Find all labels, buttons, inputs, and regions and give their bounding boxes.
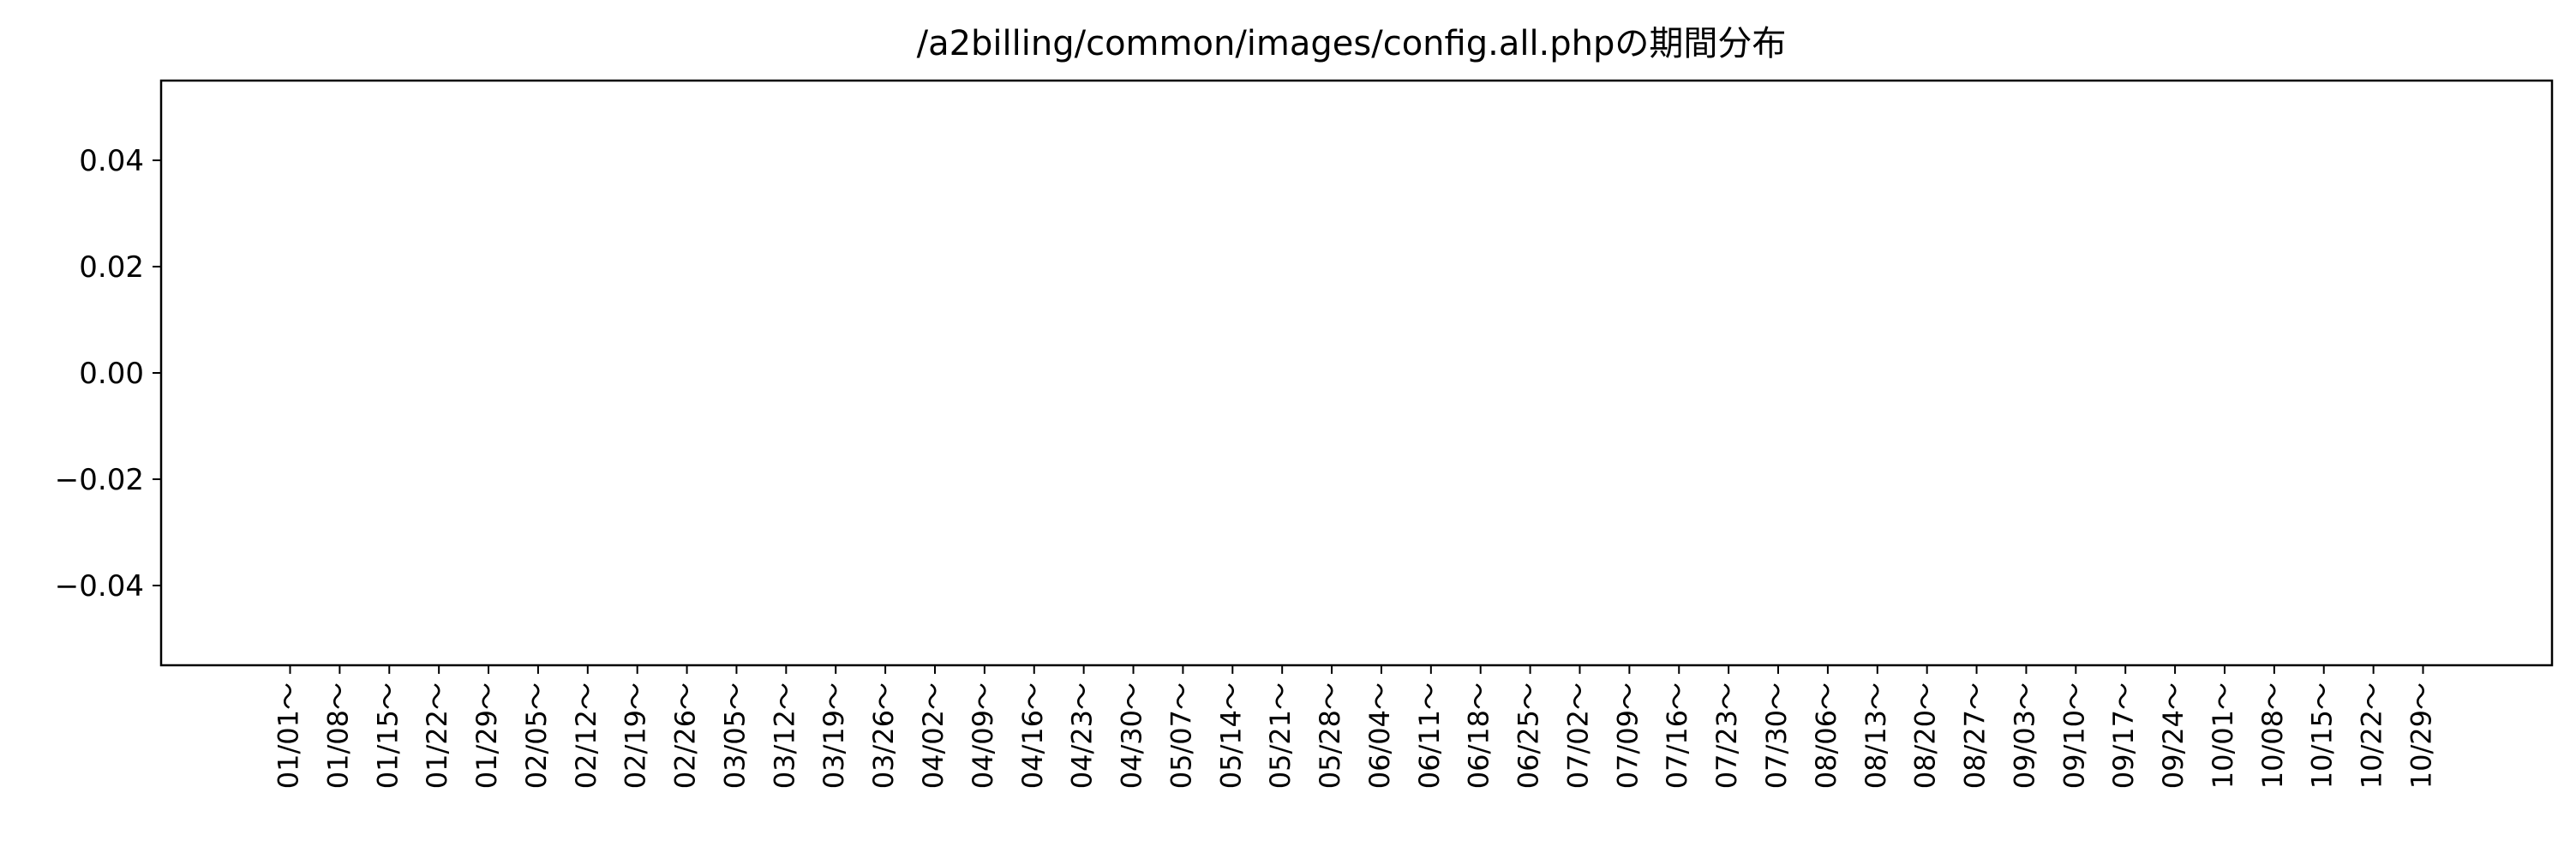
y-axis: 0.04 0.02 0.00 −0.02 −0.04 bbox=[55, 144, 161, 604]
x-tick-label: 01/22～ bbox=[421, 682, 453, 789]
x-tick-label: 03/12～ bbox=[768, 682, 800, 789]
x-tick-label: 04/23～ bbox=[1066, 682, 1099, 789]
y-tick-label: 0.04 bbox=[79, 144, 144, 178]
y-tick-label: 0.02 bbox=[79, 250, 144, 285]
x-tick-label: 01/08～ bbox=[321, 682, 354, 789]
x-tick-label: 04/09～ bbox=[967, 682, 999, 789]
x-tick-label: 02/12～ bbox=[570, 682, 602, 789]
x-tick-label: 05/14～ bbox=[1214, 682, 1247, 789]
x-tick-label: 02/26～ bbox=[669, 682, 702, 789]
x-tick-label: 09/03～ bbox=[2008, 682, 2040, 789]
x-tick-label: 07/30～ bbox=[1760, 682, 1793, 789]
x-tick-label: 09/10～ bbox=[2058, 682, 2090, 789]
x-tick-label: 07/02～ bbox=[1561, 682, 1594, 789]
plot-area-frame bbox=[159, 79, 2554, 667]
x-tick-label: 01/15～ bbox=[371, 682, 404, 789]
x-tick-label: 01/29～ bbox=[470, 682, 503, 789]
x-tick-label: 04/02～ bbox=[917, 682, 950, 789]
x-tick-label: 05/21～ bbox=[1264, 682, 1297, 789]
x-tick-label: 10/15～ bbox=[2306, 682, 2339, 789]
y-tick-label: −0.02 bbox=[55, 463, 144, 497]
x-tick-label: 06/11～ bbox=[1413, 682, 1446, 789]
x-tick-label: 10/08～ bbox=[2256, 682, 2289, 789]
x-tick-label: 08/27～ bbox=[1959, 682, 1992, 789]
x-tick-label: 10/22～ bbox=[2356, 682, 2388, 789]
x-tick-label: 03/05～ bbox=[718, 682, 751, 789]
x-tick-label: 06/04～ bbox=[1363, 682, 1396, 789]
x-tick-label: 07/23～ bbox=[1710, 682, 1743, 789]
x-tick-label: 08/06～ bbox=[1810, 682, 1842, 789]
x-tick-label: 03/19～ bbox=[818, 682, 850, 789]
x-tick-label: 05/28～ bbox=[1314, 682, 1346, 789]
x-tick-label: 07/16～ bbox=[1661, 682, 1693, 789]
x-tick-label: 06/25～ bbox=[1513, 682, 1545, 789]
x-axis: 01/01～ 01/08～ 01/15～ 01/22～ 01/29～ 02/05～ 02/1… bbox=[272, 665, 2438, 789]
x-tick-label: 02/05～ bbox=[520, 682, 553, 789]
x-tick-label: 04/16～ bbox=[1016, 682, 1049, 789]
x-tick-label: 08/13～ bbox=[1860, 682, 1892, 789]
y-tick-label: 0.00 bbox=[79, 357, 144, 391]
chart-title: /a2billing/common/images/config.all.phpの… bbox=[917, 24, 1787, 63]
x-tick-label: 09/24～ bbox=[2157, 682, 2190, 789]
x-tick-label: 02/19～ bbox=[620, 682, 652, 789]
x-tick-label: 05/07～ bbox=[1165, 682, 1197, 789]
x-tick-label: 10/29～ bbox=[2405, 682, 2438, 789]
x-tick-label: 03/26～ bbox=[867, 682, 900, 789]
x-tick-label: 06/18～ bbox=[1463, 682, 1495, 789]
x-tick-label: 08/20～ bbox=[1909, 682, 1942, 789]
x-tick-label: 07/09～ bbox=[1611, 682, 1644, 789]
y-tick-label: −0.04 bbox=[55, 569, 144, 604]
x-tick-label: 10/01～ bbox=[2207, 682, 2239, 789]
x-tick-label: 09/17～ bbox=[2107, 682, 2140, 789]
x-tick-label: 04/30～ bbox=[1116, 682, 1148, 789]
x-tick-label: 01/01～ bbox=[272, 682, 304, 789]
